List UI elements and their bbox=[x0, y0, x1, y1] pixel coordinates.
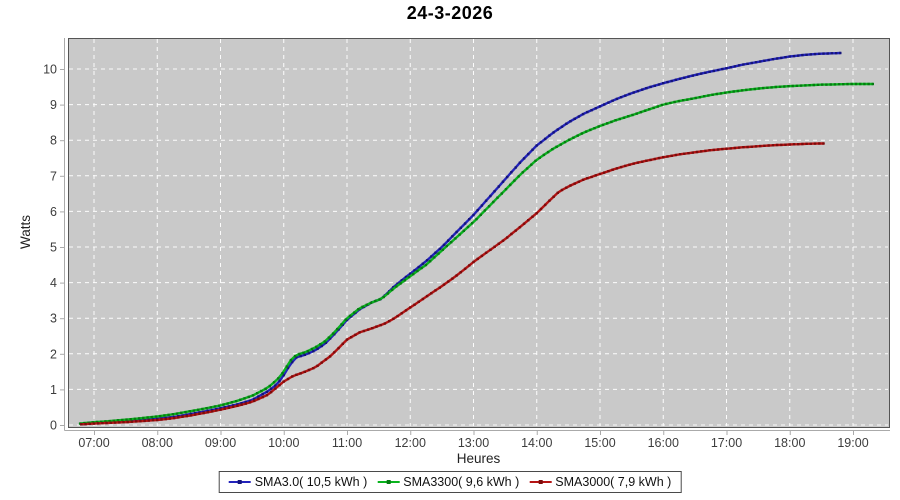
y-tick-label: 3 bbox=[50, 312, 57, 326]
y-tick-label: 8 bbox=[50, 134, 57, 148]
x-tick-label: 10:00 bbox=[268, 436, 299, 450]
legend-item-2: SMA3000( 7,9 kWh ) bbox=[529, 475, 671, 489]
x-tick-label: 13:00 bbox=[458, 436, 489, 450]
y-tick-label: 9 bbox=[50, 98, 57, 112]
legend-line-marker-icon bbox=[529, 477, 552, 487]
y-tick-label: 7 bbox=[50, 169, 57, 183]
x-axis-title: Heures bbox=[457, 451, 501, 466]
legend-label: SMA3.0( 10,5 kWh ) bbox=[254, 475, 368, 489]
y-tick-label: 5 bbox=[50, 241, 57, 255]
x-tick-label: 18:00 bbox=[774, 436, 805, 450]
y-tick-label: 2 bbox=[50, 347, 57, 361]
legend-label: SMA3300( 9,6 kWh ) bbox=[403, 475, 520, 489]
x-tick-label: 07:00 bbox=[78, 436, 109, 450]
series-markers-2 bbox=[80, 142, 825, 426]
legend-line-marker-icon bbox=[228, 477, 251, 487]
y-tick-label: 0 bbox=[50, 419, 57, 433]
y-axis-title: Watts bbox=[18, 215, 33, 249]
legend-line-marker-icon bbox=[377, 477, 400, 487]
legend-item-1: SMA3300( 9,6 kWh ) bbox=[377, 475, 519, 489]
legend: SMA3.0( 10,5 kWh ) SMA3300( 9,6 kWh ) SMA3… bbox=[218, 471, 682, 493]
x-tick-label: 15:00 bbox=[584, 436, 615, 450]
y-tick-label: 10 bbox=[43, 63, 57, 77]
x-tick-label: 12:00 bbox=[395, 436, 426, 450]
y-tick-label: 4 bbox=[50, 276, 57, 290]
chart-title: 24-3-2026 bbox=[406, 3, 494, 23]
y-tick-label: 1 bbox=[50, 383, 57, 397]
plot-area: 0 1 2 3 4 5 6 7 8 9 10 07:00 08:00 09:00 10:00 11:00 12:… bbox=[18, 38, 890, 466]
legend-label: SMA3000( 7,9 kWh ) bbox=[555, 475, 672, 489]
plot-background bbox=[68, 38, 890, 428]
x-tick-label: 08:00 bbox=[142, 436, 173, 450]
x-tick-label: 09:00 bbox=[205, 436, 236, 450]
series-markers-1 bbox=[78, 82, 874, 425]
x-tick-label: 16:00 bbox=[648, 436, 679, 450]
x-tick-label: 19:00 bbox=[837, 436, 868, 450]
x-tick-label: 14:00 bbox=[521, 436, 552, 450]
y-tick-label: 6 bbox=[50, 205, 57, 219]
legend-item-0: SMA3.0( 10,5 kWh ) bbox=[228, 475, 368, 489]
x-tick-label: 17:00 bbox=[711, 436, 742, 450]
x-tick-label: 11:00 bbox=[332, 436, 362, 450]
